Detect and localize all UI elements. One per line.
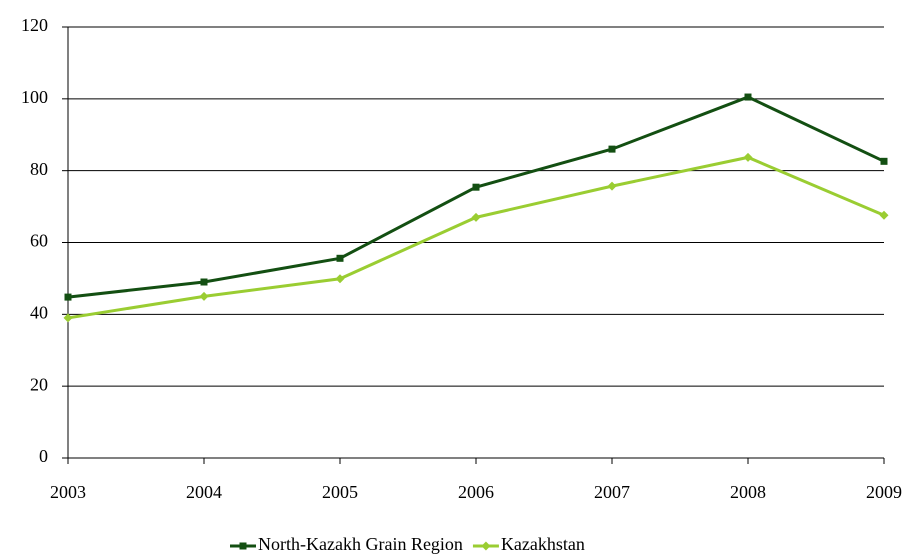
marker <box>63 313 73 323</box>
y-tick-label: 0 <box>39 446 48 466</box>
y-tick-label: 40 <box>30 302 48 322</box>
y-tick-label: 100 <box>21 87 48 107</box>
marker <box>471 212 481 222</box>
series-line <box>67 155 885 320</box>
x-tick-label: 2005 <box>322 482 358 502</box>
marker <box>200 278 208 286</box>
x-tick-label: 2007 <box>594 482 630 502</box>
legend-label: Kazakhstan <box>501 534 585 554</box>
marker <box>64 293 72 301</box>
marker <box>481 541 491 551</box>
marker <box>335 274 345 284</box>
marker <box>880 157 888 165</box>
y-tick-label: 60 <box>30 231 48 251</box>
marker <box>199 291 209 301</box>
x-tick-label: 2004 <box>186 482 222 502</box>
marker <box>879 210 889 220</box>
x-tick-label: 2003 <box>50 482 86 502</box>
series-line <box>67 95 885 299</box>
y-tick-label: 80 <box>30 159 48 179</box>
x-tick-label: 2006 <box>458 482 494 502</box>
legend-label: North-Kazakh Grain Region <box>258 534 463 554</box>
marker <box>607 181 617 191</box>
marker <box>239 542 247 550</box>
x-tick-label: 2009 <box>866 482 902 502</box>
marker <box>608 145 616 153</box>
marker <box>743 152 753 162</box>
x-tick-label: 2008 <box>730 482 766 502</box>
marker <box>472 183 480 191</box>
marker <box>336 254 344 262</box>
y-tick-label: 20 <box>30 374 48 394</box>
y-tick-label: 120 <box>21 15 48 35</box>
marker <box>744 93 752 101</box>
